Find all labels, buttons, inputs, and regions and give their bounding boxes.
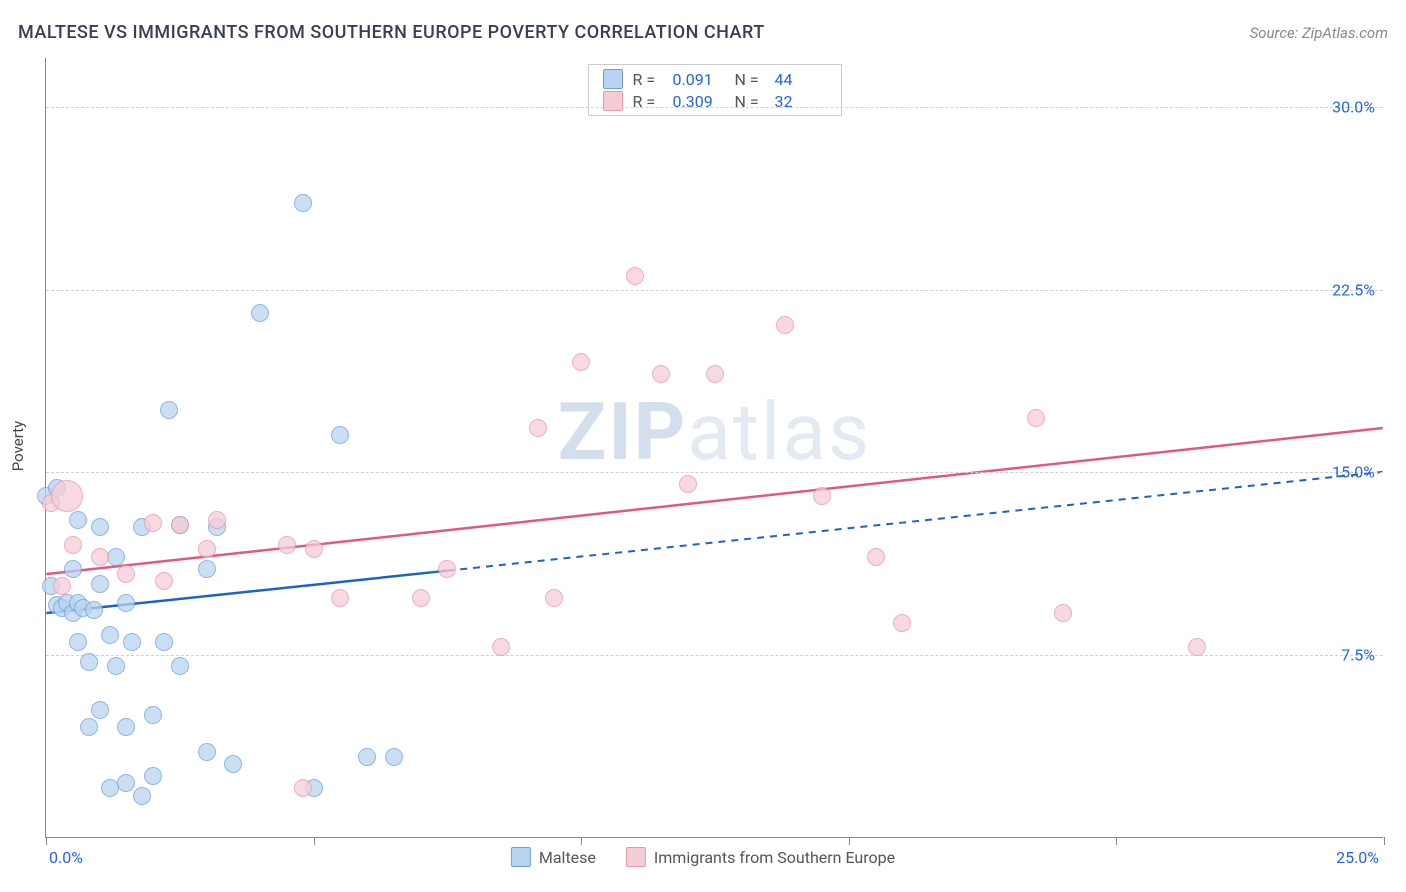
immigrants-point xyxy=(294,779,312,797)
y-tick-label: 7.5% xyxy=(1341,646,1375,665)
maltese-point xyxy=(224,755,242,773)
r-label: R = xyxy=(633,70,663,89)
immigrants-point xyxy=(305,540,323,558)
immigrants-point xyxy=(679,475,697,493)
maltese-point xyxy=(144,706,162,724)
x-tick xyxy=(1116,837,1117,845)
immigrants-point xyxy=(492,638,510,656)
n-value: 44 xyxy=(775,70,827,89)
immigrants-point xyxy=(776,316,794,334)
immigrants-point xyxy=(91,548,109,566)
gridline xyxy=(46,472,1383,473)
immigrants-point xyxy=(278,536,296,554)
immigrants-point xyxy=(1054,604,1072,622)
y-tick-label: 30.0% xyxy=(1332,97,1375,116)
r-value: 0.091 xyxy=(673,70,725,89)
watermark: ZIPatlas xyxy=(558,385,871,479)
immigrants-point xyxy=(144,514,162,532)
immigrants-point xyxy=(529,419,547,437)
maltese-point xyxy=(294,194,312,212)
maltese-point xyxy=(144,767,162,785)
maltese-point xyxy=(69,633,87,651)
correlation-legend-row: R = 0.091 N = 44 xyxy=(603,69,827,89)
gridline xyxy=(46,655,1383,656)
x-tick-label: 25.0% xyxy=(1336,848,1379,867)
maltese-point xyxy=(101,626,119,644)
maltese-point xyxy=(117,594,135,612)
x-tick-labels: 0.0% 25.0% xyxy=(45,848,1383,868)
immigrants-point xyxy=(331,589,349,607)
maltese-point xyxy=(107,657,125,675)
maltese-trend-dashed xyxy=(447,472,1382,571)
y-tick-label: 15.0% xyxy=(1332,463,1375,482)
watermark-bold: ZIP xyxy=(558,385,688,479)
y-axis-label: Poverty xyxy=(9,421,27,471)
maltese-point xyxy=(171,657,189,675)
immigrants-point xyxy=(412,589,430,607)
chart-title: MALTESE VS IMMIGRANTS FROM SOUTHERN EURO… xyxy=(18,22,765,43)
watermark-rest: atlas xyxy=(687,385,871,479)
maltese-point xyxy=(85,601,103,619)
immigrants-point xyxy=(545,589,563,607)
immigrants-point xyxy=(893,614,911,632)
immigrants-point xyxy=(208,511,226,529)
legend-swatch xyxy=(603,69,623,89)
correlation-legend: R = 0.091 N = 44 R =0.309N =32 xyxy=(588,64,842,116)
maltese-point xyxy=(155,633,173,651)
maltese-point xyxy=(251,304,269,322)
correlation-legend-row: R =0.309N =32 xyxy=(603,91,827,111)
maltese-point xyxy=(117,718,135,736)
maltese-point xyxy=(198,560,216,578)
legend-swatch xyxy=(603,91,623,111)
y-tick-label: 22.5% xyxy=(1332,280,1375,299)
immigrants-point xyxy=(1027,409,1045,427)
immigrants-point xyxy=(198,540,216,558)
x-tick xyxy=(581,837,582,845)
immigrants-point xyxy=(813,487,831,505)
maltese-point xyxy=(91,575,109,593)
x-tick-label: 0.0% xyxy=(49,848,83,867)
maltese-point xyxy=(358,748,376,766)
x-tick xyxy=(1384,837,1385,845)
immigrants-point xyxy=(171,516,189,534)
gridline xyxy=(46,290,1383,291)
scatter-chart: ZIPatlas R = 0.091 N = 44 R =0.309N =32 7.5%… xyxy=(45,58,1383,838)
maltese-point xyxy=(69,511,87,529)
maltese-point xyxy=(123,633,141,651)
maltese-point xyxy=(160,401,178,419)
maltese-point xyxy=(91,701,109,719)
immigrants-point xyxy=(572,353,590,371)
x-tick xyxy=(314,837,315,845)
source-label: Source: ZipAtlas.com xyxy=(1250,24,1388,42)
immigrants-point xyxy=(438,560,456,578)
n-label: N = xyxy=(735,70,765,89)
maltese-point xyxy=(117,774,135,792)
trend-lines xyxy=(46,58,1383,837)
immigrants-point xyxy=(64,536,82,554)
immigrants-point xyxy=(53,577,71,595)
maltese-point xyxy=(80,718,98,736)
x-tick xyxy=(46,837,47,845)
immigrants-point xyxy=(51,480,83,512)
immigrants-point xyxy=(652,365,670,383)
maltese-point xyxy=(64,560,82,578)
immigrants-point xyxy=(867,548,885,566)
maltese-point xyxy=(331,426,349,444)
maltese-point xyxy=(133,787,151,805)
immigrants-point xyxy=(155,572,173,590)
maltese-point xyxy=(385,748,403,766)
immigrants-point xyxy=(626,267,644,285)
gridline xyxy=(46,107,1383,108)
immigrants-trend-solid xyxy=(46,428,1382,574)
maltese-point xyxy=(107,548,125,566)
immigrants-point xyxy=(1188,638,1206,656)
x-tick xyxy=(849,837,850,845)
maltese-point xyxy=(198,743,216,761)
maltese-point xyxy=(91,518,109,536)
immigrants-point xyxy=(706,365,724,383)
maltese-point xyxy=(80,653,98,671)
immigrants-point xyxy=(117,565,135,583)
